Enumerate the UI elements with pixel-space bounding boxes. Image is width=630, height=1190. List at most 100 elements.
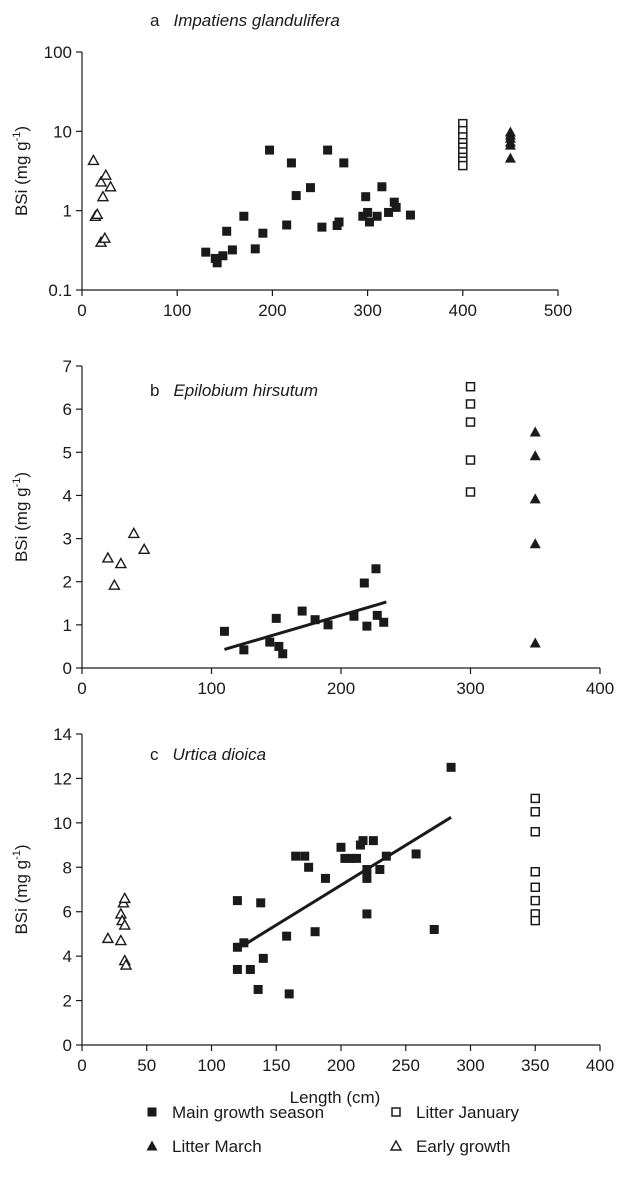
data-point <box>504 139 516 150</box>
data-point <box>265 145 275 155</box>
y-axis-title-sup: -1 <box>11 478 23 488</box>
y-axis-title-text: BSi (mg g <box>12 860 31 935</box>
data-point <box>278 649 288 659</box>
data-point <box>118 891 131 904</box>
y-axis-title: BSi (mg g-1) <box>11 844 31 934</box>
data-point <box>530 915 540 926</box>
data-point <box>372 610 382 620</box>
data-point <box>286 158 296 168</box>
x-tick-label: 100 <box>197 1056 225 1075</box>
series-main <box>232 762 456 999</box>
y-axis-title: BSi (mg g-1) <box>11 472 31 562</box>
data-point <box>119 958 133 970</box>
panel-letter: b <box>150 381 159 400</box>
x-tick-label: 200 <box>327 679 355 698</box>
data-point <box>334 217 344 227</box>
y-tick-label: 12 <box>53 769 72 788</box>
data-point <box>323 145 333 155</box>
data-point <box>379 617 389 627</box>
x-tick-label: 350 <box>521 1056 549 1075</box>
data-point <box>362 621 372 631</box>
data-point <box>258 228 268 238</box>
x-tick-label: 300 <box>456 1056 484 1075</box>
data-point <box>114 557 128 569</box>
data-point <box>317 222 327 232</box>
x-tick-label: 200 <box>258 301 286 320</box>
trend-line <box>224 600 387 651</box>
data-point <box>362 873 372 883</box>
data-point <box>101 551 115 563</box>
data-point <box>291 191 301 201</box>
data-point <box>458 160 468 171</box>
data-point <box>108 578 121 590</box>
data-point <box>529 538 541 549</box>
data-point <box>258 953 268 963</box>
data-point <box>530 866 540 877</box>
panel-title: b Epilobium hirsutum <box>150 381 318 400</box>
legend: Main growth season Litter January Litter M… <box>146 1103 519 1156</box>
data-point <box>274 641 284 651</box>
y-axis-title-sup: -1 <box>11 850 23 860</box>
data-point <box>336 842 346 852</box>
data-point <box>411 849 421 859</box>
data-point <box>282 220 292 230</box>
data-point <box>352 853 362 863</box>
legend-item-march: Litter March <box>146 1137 262 1156</box>
data-point <box>212 258 222 268</box>
x-tick-label: 300 <box>456 679 484 698</box>
panel-species: Epilobium hirsutum <box>173 381 318 400</box>
data-point <box>297 606 307 616</box>
data-point <box>349 611 359 621</box>
legend-item-main: Main growth season <box>147 1103 324 1122</box>
data-point <box>323 620 333 630</box>
data-point <box>250 244 260 254</box>
y-tick-label: 7 <box>63 357 72 376</box>
x-tick-label: 100 <box>197 679 225 698</box>
data-point <box>465 417 476 427</box>
series-march <box>529 426 541 648</box>
data-point <box>310 927 320 937</box>
legend-label: Litter March <box>172 1137 262 1156</box>
data-point <box>291 851 301 861</box>
legend-marker <box>147 1107 157 1117</box>
x-tick-label: 500 <box>544 301 572 320</box>
data-point <box>465 455 476 465</box>
y-tick-label: 100 <box>44 43 72 62</box>
panel-species: Urtica dioica <box>173 745 267 764</box>
y-axis-title-text: BSi (mg g <box>12 487 31 562</box>
data-point <box>530 793 540 804</box>
y-tick-label: 4 <box>63 486 72 505</box>
data-point <box>222 226 232 236</box>
series-main <box>219 564 389 659</box>
data-point <box>446 762 456 772</box>
panel-species: Impatiens glandulifera <box>173 11 339 30</box>
data-point <box>99 168 112 180</box>
data-point <box>256 898 266 908</box>
y-axis-title-sup: -1 <box>11 132 23 142</box>
data-point <box>305 183 315 193</box>
data-point <box>320 873 330 883</box>
y-tick-label: 1 <box>63 202 72 221</box>
y-tick-label: 6 <box>63 400 72 419</box>
data-point <box>300 851 310 861</box>
data-point <box>362 909 372 919</box>
series-janu <box>530 793 540 926</box>
data-point <box>530 882 540 893</box>
data-point <box>118 918 131 930</box>
x-tick-label: 100 <box>163 301 191 320</box>
data-point <box>265 637 275 647</box>
data-point <box>504 152 516 163</box>
series-main <box>201 145 415 268</box>
chart-panel-a: 0 100 200 300 400 500 0.1 1 10 100 BSi (mg g-1) a Im… <box>11 11 572 320</box>
chart-panel-b: 0 100 200 300 400 0 1 2 3 4 5 6 7 BSi (mg g-1) b Epilob… <box>11 357 614 698</box>
data-point <box>371 564 381 574</box>
chart-panel-c: 0 50 100 150 200 250 300 350 400 0 2 4 6 8 10 12 14 BSi (… <box>11 725 614 1107</box>
data-point <box>405 210 415 220</box>
data-point <box>362 865 372 875</box>
y-axis-title-close: ) <box>12 472 31 478</box>
data-point <box>310 615 320 625</box>
data-point <box>218 251 228 261</box>
x-tick-label: 0 <box>77 301 86 320</box>
legend-item-janu: Litter January <box>391 1103 519 1122</box>
x-axis-title: Length (cm) <box>290 1088 381 1107</box>
